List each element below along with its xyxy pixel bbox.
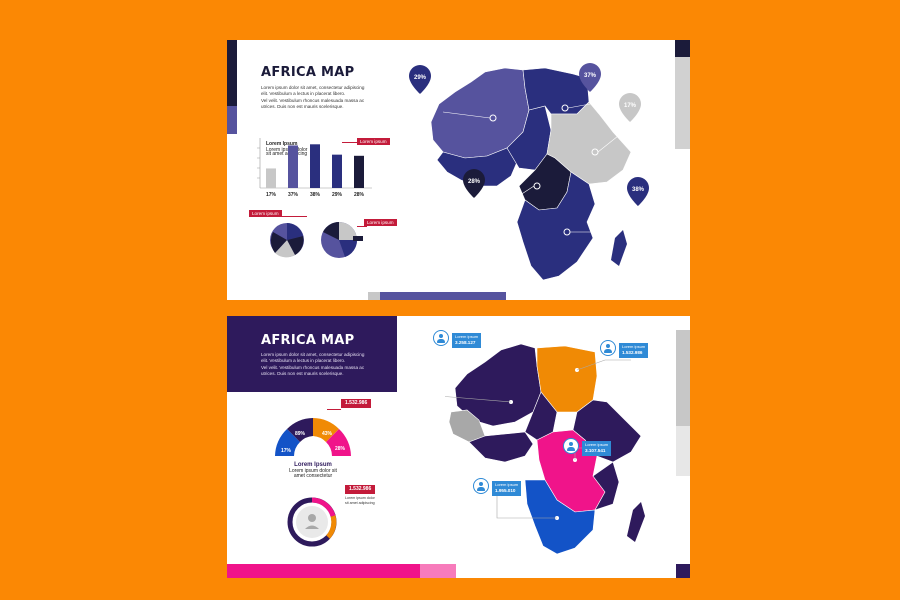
region-south — [516, 171, 596, 281]
info-card-1: Lorem ipsum 3.258.127 — [452, 333, 482, 348]
gauge-chart: 89% 43% 17% 28% Lorem Ipsum Lorem ipsum … — [275, 418, 351, 479]
bar-4 — [332, 154, 342, 188]
user-icon — [433, 330, 449, 346]
gauge-seg-3: 17% — [281, 448, 292, 454]
map-pin-37: 37% — [579, 63, 601, 92]
header-panel — [227, 316, 397, 392]
bar-chart-bars — [266, 144, 364, 188]
accent-bar-bottom-grey — [368, 292, 380, 300]
accent-bar-bottom-pink — [227, 564, 420, 578]
bar-tag-line — [342, 142, 357, 143]
info-card-4: Lorem ipsum 1.955.010 — [492, 481, 522, 496]
map-connector-lines — [442, 101, 624, 233]
region-west-coast — [468, 431, 534, 463]
gauge-sub-2: amet consectetur — [294, 473, 333, 479]
accent-bar-bottom-light-pink — [420, 564, 456, 578]
region-madagascar — [611, 230, 627, 266]
accent-bar-bottom-purple — [380, 292, 506, 300]
bar-chart-ticks — [257, 147, 260, 179]
svg-text:37%: 37% — [584, 73, 597, 79]
bar-label-2: 37% — [288, 192, 299, 198]
region-west-dark — [436, 147, 518, 187]
pie-left-tag-line — [277, 216, 307, 217]
africa-map-2 — [445, 343, 645, 555]
accent-bar-right-dark — [675, 40, 690, 57]
map-pin-28: 28% — [463, 169, 485, 198]
gauge-title: Lorem Ipsum — [294, 462, 332, 468]
pie-right-tag: Lorem ipsum — [364, 219, 397, 226]
donut-chart — [287, 497, 337, 547]
accent-bar-bottom-dark — [676, 564, 690, 578]
bar-label-5: 28% — [354, 192, 365, 198]
page-title: AFRICA MAP — [261, 65, 355, 80]
gauge-seg-4: 28% — [335, 446, 346, 452]
accent-bar-right-light — [676, 426, 690, 476]
region-madagascar — [627, 502, 645, 542]
user-icon — [563, 438, 579, 454]
map-pin-17: 17% — [619, 93, 641, 122]
region-north-purple — [454, 343, 542, 427]
gauge-value-tag: 1.532.986 — [341, 399, 372, 408]
accent-bar-right-grey — [676, 330, 690, 426]
region-south-blue — [524, 479, 596, 555]
bar-tag: Lorem ipsum — [357, 138, 390, 145]
slide-africa-map-1: AFRICA MAP Lorem ipsum dolor sit amet, c… — [227, 40, 690, 300]
bar-label-1: 17% — [266, 192, 277, 198]
bar-3 — [310, 144, 320, 188]
bar-label-4: 29% — [332, 192, 343, 198]
bar-chart-labels: 17% 37% 38% 29% 28% — [266, 192, 365, 198]
info-card-2: Lorem ipsum 1.532.986 — [619, 343, 649, 358]
user-icon — [308, 514, 316, 522]
gauge-sub-1: Lorem ipsum dolor sit — [289, 468, 337, 474]
intro-text: Lorem ipsum dolor sit amet, consectetur … — [261, 352, 365, 377]
svg-text:29%: 29% — [414, 75, 427, 81]
page-title: AFRICA MAP — [261, 333, 355, 348]
bar-chart: Lorem Ipsum Lorem ipsum dolor sit amet a… — [257, 138, 372, 198]
svg-text:17%: 17% — [624, 103, 637, 109]
region-southeast — [592, 461, 620, 511]
map-pin-29: 29% — [409, 65, 431, 94]
africa-map-1 — [430, 67, 632, 281]
pie-left-tag: Lorem ipsum — [249, 210, 282, 217]
gauge-seg-1: 89% — [295, 431, 306, 437]
gauge-tag-line — [327, 409, 341, 410]
pie-chart-left — [270, 223, 304, 258]
accent-bar-right-grey — [675, 57, 690, 149]
donut-value-tag: 1.532.986 — [345, 485, 376, 494]
bar-5 — [354, 155, 364, 188]
info-card-3: Lorem ipsum 3.107.541 — [582, 441, 612, 456]
user-icon — [473, 478, 489, 494]
intro-text: Lorem ipsum dolor sit amet, consectetur … — [261, 85, 365, 110]
pie-chart-right — [321, 222, 363, 258]
user-icon — [600, 340, 616, 356]
gauge-seg-2: 43% — [322, 431, 333, 437]
bar-chart-sub-2: sit amet adipiscing — [266, 151, 307, 157]
accent-bar-left-dark — [227, 40, 237, 106]
slide-africa-map-2: AFRICA MAP Lorem ipsum dolor sit amet, c… — [227, 316, 690, 578]
donut-sub: Lorem ipsum dolor sit amet adipiscing — [345, 496, 375, 505]
bar-chart-title: Lorem Ipsum — [266, 141, 298, 147]
svg-text:38%: 38% — [632, 187, 645, 193]
accent-bar-left-purple — [227, 106, 237, 134]
pie-right-tag-line — [357, 226, 367, 227]
bar-chart-sub-1: Lorem ipsum dolor — [266, 147, 308, 153]
bar-label-3: 38% — [310, 192, 321, 198]
map-pin-38: 38% — [627, 177, 649, 206]
bar-1 — [266, 168, 276, 188]
bar-2 — [288, 145, 298, 188]
svg-text:28%: 28% — [468, 179, 481, 185]
